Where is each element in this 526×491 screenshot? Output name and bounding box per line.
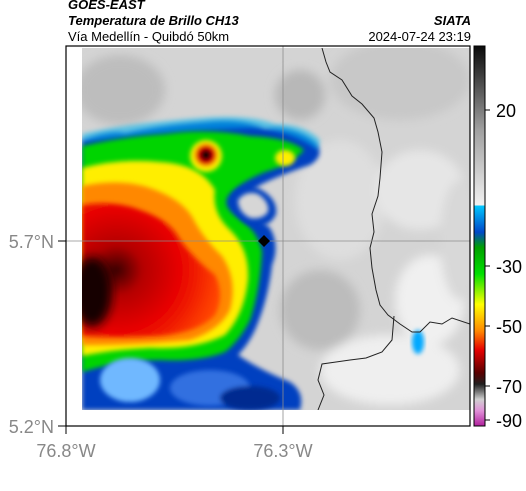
colorbar-tick-label: -50 [496,317,522,337]
satellite-title: GOES-EAST [68,0,145,12]
colorbar-tick-label: 20 [496,101,516,121]
colorbar-tick-label: -90 [496,411,522,431]
lat-tick-label: 5.2°N [9,417,54,437]
colorbar-tick-label: -70 [496,377,522,397]
product-title: Temperatura de Brillo CH13 [68,13,239,28]
lon-tick-label: 76.8°W [36,441,95,461]
colorbar-tick-label: -30 [496,257,522,277]
lat-tick-label: 5.7°N [9,232,54,252]
colorbar [473,45,486,427]
agency-label: SIATA [433,13,471,28]
map-frame [65,45,471,427]
boundary-lines [317,48,470,410]
timestamp-label: 2024-07-24 23:19 [368,29,471,44]
route-label: Vía Medellín - Quibdó 50km [68,29,230,44]
satellite-imagery [82,48,470,410]
location-marker [258,235,270,247]
lon-tick-label: 76.3°W [253,441,312,461]
